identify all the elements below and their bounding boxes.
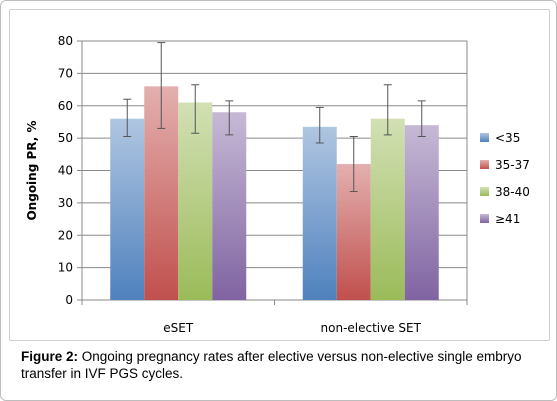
x-tick-label: non-elective SET bbox=[321, 321, 422, 335]
y-axis-title: Ongoing PR, % bbox=[25, 120, 39, 220]
axes: 0 10 20 30 40 50 60 70 80 Ongoing PR, % eSET non-el… bbox=[25, 34, 468, 335]
legend-swatch bbox=[480, 160, 489, 169]
bars bbox=[110, 86, 439, 300]
legend-label: 35-37 bbox=[495, 158, 530, 172]
bar bbox=[212, 112, 247, 300]
legend-label: <35 bbox=[495, 131, 520, 145]
error-bars bbox=[123, 42, 426, 193]
bar bbox=[302, 126, 337, 300]
figure-caption: Figure 2: Ongoing pregnancy rates after … bbox=[21, 348, 541, 382]
bar bbox=[404, 125, 439, 300]
bar bbox=[370, 118, 405, 300]
legend-swatch bbox=[480, 214, 489, 223]
chart-frame: 0 10 20 30 40 50 60 70 80 Ongoing PR, % eSET non-el… bbox=[9, 9, 550, 341]
x-tick-label: eSET bbox=[163, 321, 194, 335]
y-tick-label: 0 bbox=[65, 293, 73, 307]
legend-label: 38-40 bbox=[495, 185, 530, 199]
y-tick-label: 70 bbox=[58, 66, 73, 80]
legend-label: ≥41 bbox=[495, 212, 520, 226]
y-tick-label: 50 bbox=[58, 131, 73, 145]
legend-swatch bbox=[480, 133, 489, 142]
y-tick-label: 10 bbox=[58, 261, 73, 275]
y-tick-label: 40 bbox=[58, 164, 73, 178]
legend: <35 35-37 38-40 ≥41 bbox=[480, 131, 530, 226]
y-tick-label: 80 bbox=[58, 34, 73, 48]
y-tick-label: 30 bbox=[58, 196, 73, 210]
y-tick-label: 60 bbox=[58, 99, 73, 113]
bar bbox=[110, 118, 145, 300]
y-tick-label: 20 bbox=[58, 228, 73, 242]
legend-swatch bbox=[480, 187, 489, 196]
bar-chart: 0 10 20 30 40 50 60 70 80 Ongoing PR, % eSET non-el… bbox=[25, 34, 530, 335]
caption-text: Ongoing pregnancy rates after elective v… bbox=[21, 349, 522, 381]
caption-prefix: Figure 2: bbox=[21, 349, 79, 364]
bar bbox=[178, 102, 213, 300]
